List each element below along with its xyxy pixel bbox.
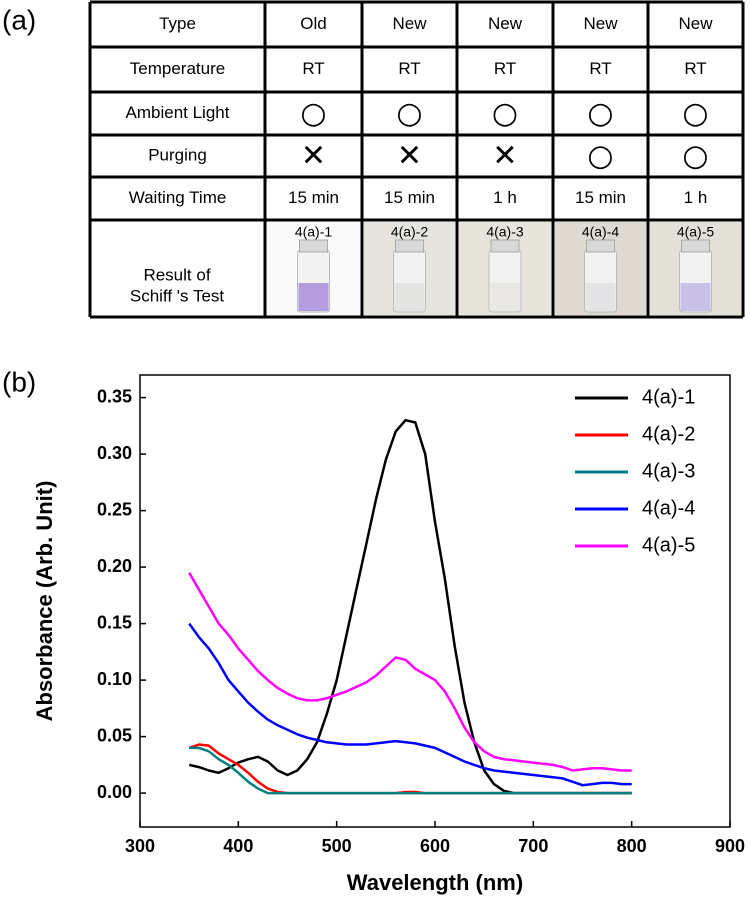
panel-label: (b) bbox=[2, 366, 36, 397]
table-cell: ○ bbox=[492, 96, 518, 131]
vial-cap bbox=[299, 239, 328, 253]
table-cell: New bbox=[583, 14, 618, 33]
y-tick-label: 0.35 bbox=[97, 386, 132, 406]
table-cell: 15 min bbox=[575, 188, 626, 207]
y-tick-label: 0.00 bbox=[97, 782, 132, 802]
table-cell: 15 min bbox=[384, 188, 435, 207]
y-tick-label: 0.05 bbox=[97, 725, 132, 745]
table-cell: RT bbox=[684, 59, 706, 78]
table-cell: RT bbox=[589, 59, 611, 78]
table-cell: ○ bbox=[587, 139, 613, 174]
sample-label: 4(a)-3 bbox=[486, 224, 524, 240]
table-cell: RT bbox=[494, 59, 516, 78]
sample-label: 4(a)-5 bbox=[677, 224, 715, 240]
x-tick-label: 400 bbox=[223, 836, 253, 856]
table-cell: ○ bbox=[682, 139, 708, 174]
table-cell: Schiff 's Test bbox=[130, 286, 225, 305]
y-axis-title: Absorbance (Arb. Unit) bbox=[32, 481, 57, 722]
vial-liquid bbox=[680, 283, 711, 311]
x-tick-label: 600 bbox=[420, 836, 450, 856]
legend-label: 4(a)-1 bbox=[642, 386, 695, 408]
y-tick-label: 0.25 bbox=[97, 499, 132, 519]
table-cell: Temperature bbox=[130, 59, 225, 78]
x-tick-label: 300 bbox=[125, 836, 155, 856]
x-tick-label: 500 bbox=[322, 836, 352, 856]
legend-label: 4(a)-2 bbox=[642, 423, 695, 445]
legend-label: 4(a)-4 bbox=[642, 497, 695, 519]
y-tick-label: 0.20 bbox=[97, 556, 132, 576]
vial-cap bbox=[681, 239, 710, 253]
vial-cap bbox=[395, 239, 424, 253]
x-tick-label: 700 bbox=[518, 836, 548, 856]
legend-label: 4(a)-5 bbox=[642, 534, 695, 556]
table-cell: ✕ bbox=[301, 139, 326, 174]
table-cell: Type bbox=[159, 14, 196, 33]
sample-label: 4(a)-4 bbox=[582, 224, 620, 240]
table-cell: Purging bbox=[148, 145, 207, 164]
table-cell: Waiting Time bbox=[129, 188, 227, 207]
vial-cap bbox=[490, 239, 520, 253]
x-tick-label: 900 bbox=[715, 836, 745, 856]
table-cell: 15 min bbox=[288, 188, 339, 207]
y-tick-label: 0.30 bbox=[97, 443, 132, 463]
table-cell: Old bbox=[300, 14, 326, 33]
table-cell: ○ bbox=[587, 96, 613, 131]
vial-liquid bbox=[585, 283, 616, 311]
panel-label: (a) bbox=[2, 4, 36, 35]
table-cell: ○ bbox=[682, 96, 708, 131]
y-tick-label: 0.15 bbox=[97, 612, 132, 632]
sample-label: 4(a)-1 bbox=[295, 224, 333, 240]
vial-liquid bbox=[394, 283, 425, 311]
vial-liquid bbox=[298, 283, 329, 311]
vial-cap bbox=[586, 239, 615, 253]
series-line bbox=[188, 622, 632, 787]
vial-liquid bbox=[490, 283, 520, 311]
table-cell: ○ bbox=[396, 96, 422, 131]
series-line bbox=[188, 572, 632, 772]
y-tick-label: 0.10 bbox=[97, 669, 132, 689]
table-cell: Ambient Light bbox=[126, 103, 230, 122]
legend-label: 4(a)-3 bbox=[642, 460, 695, 482]
series-line bbox=[189, 746, 632, 795]
table-cell: New bbox=[488, 14, 523, 33]
x-tick-label: 800 bbox=[617, 836, 647, 856]
series-line bbox=[188, 418, 632, 795]
table-cell: RT bbox=[302, 59, 324, 78]
table-cell: ○ bbox=[300, 96, 326, 131]
table-cell: ✕ bbox=[397, 139, 422, 174]
table-cell: RT bbox=[398, 59, 420, 78]
sample-label: 4(a)-2 bbox=[391, 224, 429, 240]
x-axis-title: Wavelength (nm) bbox=[347, 870, 523, 895]
table-cell: Result of bbox=[143, 265, 210, 284]
table-cell: New bbox=[678, 14, 713, 33]
table-cell: 1 h bbox=[684, 188, 708, 207]
table-cell: ✕ bbox=[492, 139, 517, 174]
table-cell: 1 h bbox=[493, 188, 517, 207]
table-cell: New bbox=[392, 14, 427, 33]
